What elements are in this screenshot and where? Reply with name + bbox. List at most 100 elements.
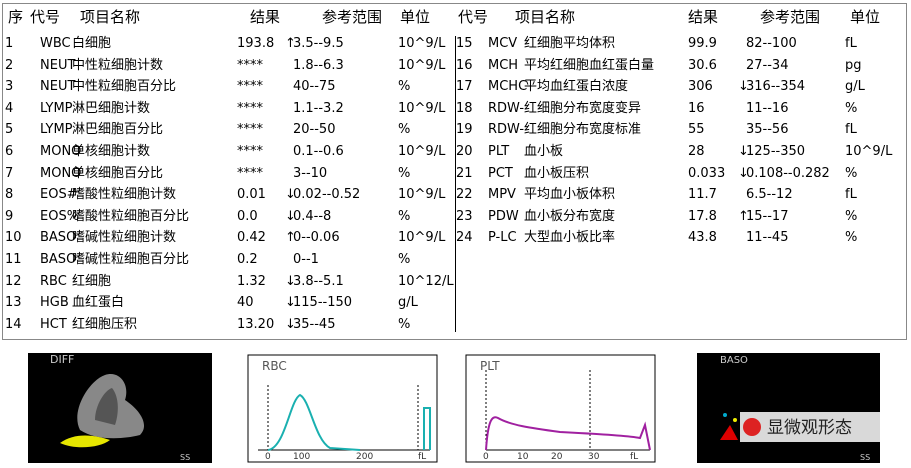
cell-result: 306 — [688, 79, 713, 95]
axis-tick-label: 20 — [551, 452, 563, 462]
cell-no: 11 — [5, 252, 22, 267]
cell-result: 0.01 — [237, 187, 266, 203]
cell-result: 13.20 — [237, 316, 275, 332]
cell-range: 316--354 — [746, 79, 806, 95]
cell-unit: fL — [845, 187, 857, 203]
cell-flag: ↓ — [738, 165, 749, 181]
cell-unit: fL — [845, 122, 857, 138]
cell-name: 嗜酸性粒细胞百分比 — [72, 208, 190, 224]
cell-result: **** — [237, 122, 263, 138]
cell-no: 3 — [5, 79, 14, 95]
cell-unit: % — [845, 100, 858, 116]
cell-unit: 10^9/L — [398, 187, 446, 203]
cell-flag: ↓ — [285, 316, 296, 332]
cell-unit: % — [845, 208, 858, 224]
cell-no: 24 — [456, 230, 473, 246]
cell-unit: 10^9/L — [398, 57, 446, 73]
cell-no: 10 — [5, 230, 22, 246]
header-range: 参考范围 — [322, 8, 383, 26]
cell-range: 40--75 — [293, 79, 336, 95]
cell-name: 红细胞分布宽度变异 — [524, 100, 642, 116]
header-name: 项目名称 — [515, 8, 576, 26]
cell-unit: 10^9/L — [398, 144, 446, 159]
header-unit: 单位 — [400, 8, 431, 26]
cell-unit: 10^12/L — [398, 273, 454, 289]
header-unit: 单位 — [850, 8, 881, 26]
cell-flag: ↑ — [285, 36, 296, 51]
cell-code: NEUT — [40, 57, 76, 73]
cell-range: 1.1--3.2 — [293, 100, 344, 116]
cell-flag: ↓ — [738, 79, 749, 95]
cell-code: EOS# — [40, 187, 78, 203]
baso-box — [697, 353, 880, 463]
cell-code: MCHC — [488, 79, 528, 95]
cell-no: 12 — [5, 273, 22, 289]
cell-range: 11--45 — [746, 230, 789, 246]
cell-no: 5 — [5, 122, 14, 138]
cell-range: 0.02--0.52 — [293, 187, 361, 203]
cell-result: 1.32 — [237, 273, 266, 289]
cell-code: MPV — [488, 187, 516, 203]
cell-code: MONO — [40, 165, 82, 181]
cell-unit: pg — [845, 57, 862, 73]
plt-title: PLT — [480, 359, 500, 373]
cell-name: 平均红细胞血红蛋白量 — [524, 57, 655, 73]
cell-code: NEUT — [40, 79, 76, 95]
cell-name: 嗜碱性粒细胞计数 — [72, 230, 177, 246]
cell-unit: g/L — [845, 79, 865, 95]
cell-name: 嗜碱性粒细胞百分比 — [72, 252, 190, 267]
cell-range: 6.5--12 — [746, 187, 793, 203]
cell-code: PDW — [488, 208, 519, 224]
cell-code: RBC — [40, 273, 67, 289]
cell-no: 13 — [5, 295, 22, 311]
cell-result: 0.033 — [688, 165, 726, 181]
diff-eos — [60, 435, 110, 448]
cell-range: 35--45 — [293, 316, 336, 332]
cell-range: 0.108--0.282 — [746, 165, 830, 181]
cell-unit: 10^9/L — [845, 144, 893, 159]
cell-code: BASO — [40, 252, 77, 267]
cell-no: 17 — [456, 79, 473, 95]
result-table — [2, 3, 907, 340]
axis-tick-label: 200 — [356, 452, 373, 462]
cell-name: 血小板压积 — [524, 165, 590, 181]
cell-range: 82--100 — [746, 36, 797, 51]
cell-no: 7 — [5, 165, 14, 181]
cell-no: 8 — [5, 187, 14, 203]
cell-no: 18 — [456, 100, 473, 116]
cell-unit: % — [398, 208, 411, 224]
cell-flag: ↑ — [285, 230, 296, 246]
cell-no: 15 — [456, 36, 473, 51]
cell-range: 0.4--8 — [293, 208, 332, 224]
watermark-logo — [743, 418, 761, 436]
cell-no: 22 — [456, 187, 473, 203]
diff-title: DIFF — [50, 353, 74, 366]
header-code: 代号 — [458, 8, 489, 26]
cell-unit: % — [398, 252, 411, 267]
cell-result: **** — [237, 57, 263, 73]
cell-result: **** — [237, 79, 263, 95]
cell-code: PLT — [488, 144, 510, 159]
cell-name: 单核细胞百分比 — [72, 165, 164, 181]
cell-code: P-LC — [488, 230, 517, 246]
cell-result: 43.8 — [688, 230, 717, 246]
cell-range: 27--34 — [746, 57, 789, 73]
cell-no: 1 — [5, 36, 14, 51]
rbc-box — [247, 354, 438, 463]
cell-unit: 10^9/L — [398, 100, 446, 116]
cell-flag: ↓ — [285, 208, 296, 224]
cell-unit: fL — [845, 36, 857, 51]
cell-range: 115--150 — [293, 295, 353, 311]
cell-range: 125--350 — [746, 144, 806, 159]
axis-tick-label: fL — [418, 452, 426, 462]
cell-name: 红细胞平均体积 — [524, 36, 616, 51]
header-code: 代号 — [30, 8, 61, 26]
rbc-title: RBC — [262, 359, 287, 373]
cell-result: 11.7 — [688, 187, 717, 203]
axis-tick-label: 10 — [517, 452, 529, 462]
cell-name: 淋巴细胞计数 — [72, 100, 151, 116]
cell-flag: ↓ — [285, 295, 296, 311]
cell-name: 白细胞 — [72, 36, 112, 51]
cell-code: WBC — [40, 36, 71, 51]
